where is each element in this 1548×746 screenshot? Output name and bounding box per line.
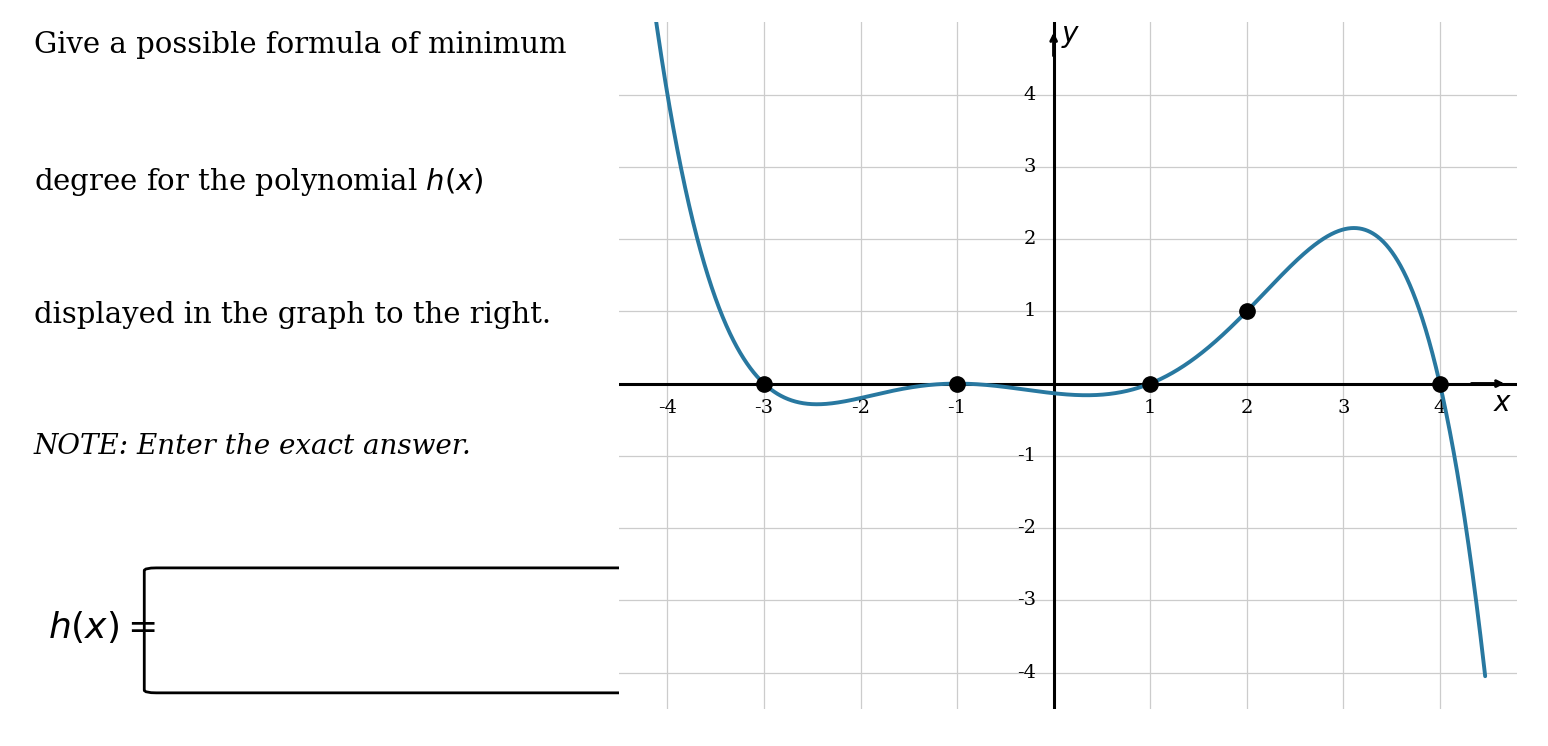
Text: -3: -3 [754, 400, 774, 418]
Text: 3: 3 [1023, 158, 1036, 176]
Text: 1: 1 [1144, 400, 1156, 418]
Text: 2: 2 [1240, 400, 1252, 418]
Text: 4: 4 [1433, 400, 1446, 418]
Text: -1: -1 [1017, 447, 1036, 465]
Text: 3: 3 [1337, 400, 1350, 418]
Text: $y$: $y$ [1062, 23, 1081, 50]
Text: -2: -2 [851, 400, 870, 418]
FancyBboxPatch shape [144, 568, 808, 693]
Text: -3: -3 [1017, 592, 1036, 609]
Text: -4: -4 [1017, 664, 1036, 682]
Text: NOTE: Enter the exact answer.: NOTE: Enter the exact answer. [34, 433, 472, 460]
Text: 1: 1 [1023, 302, 1036, 320]
Text: -2: -2 [1017, 519, 1036, 537]
Text: 4: 4 [1023, 86, 1036, 104]
Text: 2: 2 [1023, 230, 1036, 248]
Text: -1: -1 [947, 400, 966, 418]
Text: Give a possible formula of minimum: Give a possible formula of minimum [34, 31, 567, 59]
Text: displayed in the graph to the right.: displayed in the graph to the right. [34, 301, 551, 330]
Text: $x$: $x$ [1492, 390, 1512, 417]
Text: $h(x) =$: $h(x) =$ [48, 609, 156, 645]
Text: -4: -4 [658, 400, 676, 418]
Text: degree for the polynomial $h(x)$: degree for the polynomial $h(x)$ [34, 166, 483, 198]
